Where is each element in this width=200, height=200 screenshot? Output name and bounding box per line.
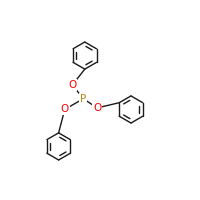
Text: O: O xyxy=(68,80,77,90)
Text: O: O xyxy=(93,103,101,113)
Text: O: O xyxy=(61,104,69,114)
Text: P: P xyxy=(80,94,86,104)
